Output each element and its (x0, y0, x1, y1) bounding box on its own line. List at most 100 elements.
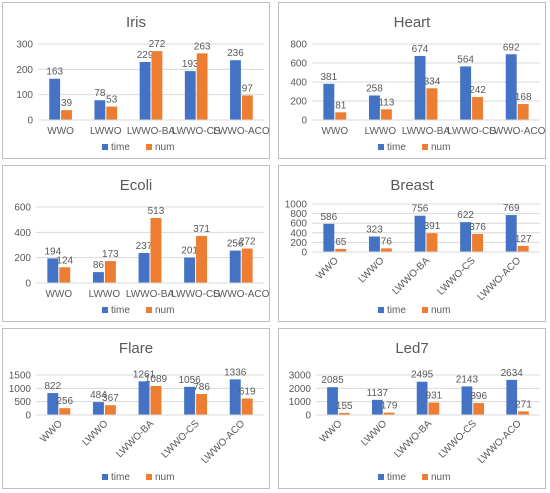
data-label: 391 (424, 221, 441, 232)
bar-num-lwwo-ba (150, 218, 162, 283)
data-label: 619 (239, 386, 256, 397)
bar-time-wwo (323, 83, 335, 120)
bar-time-lwwo-ba (138, 381, 150, 415)
chart-svg: Breast0200400600800100058665WWO32376LWWO… (278, 165, 546, 322)
bar-num-lwwo (104, 405, 116, 415)
chart-frame (278, 328, 546, 489)
x-tick-label: LWWO-BA (402, 126, 450, 137)
chart-panel-led7: Led7 0 1000 2000 3000 2085 155 WWO 1137 179 LWWO 24… (278, 328, 546, 489)
y-tick-label: 1000 (9, 384, 32, 395)
bar-num-lwwo-aco (241, 398, 253, 415)
bar-time-lwwo-ba (414, 55, 426, 120)
data-label: 1336 (224, 367, 247, 378)
bar-time-lwwo-cs (460, 66, 472, 120)
data-label: 381 (320, 72, 337, 83)
y-tick-label: 3000 (289, 371, 312, 382)
chart-frame (2, 165, 270, 322)
data-label: 229 (137, 50, 154, 61)
x-tick-label: LWWO-CS (171, 289, 220, 300)
data-label: 65 (335, 237, 347, 248)
bar-num-lwwo (106, 106, 118, 120)
bar-time-lwwo-aco (229, 250, 241, 283)
bar-time-lwwo-cs (184, 386, 196, 415)
chart-svg: Heart 0 200 400 600 800 381 81 WWO 258 113 LWWO 674 3… (278, 2, 546, 159)
bar-time-lwwo (92, 402, 104, 415)
data-label: 484 (90, 390, 107, 401)
bar-num-lwwo-aco (241, 248, 253, 283)
legend-swatch-time (378, 307, 384, 313)
chart-title: Flare (119, 340, 153, 357)
bar-time-lwwo-aco (505, 54, 517, 121)
data-label: 236 (227, 48, 244, 59)
data-label: 2495 (411, 370, 434, 381)
legend-swatch-time (378, 144, 384, 150)
chart-title: Heart (394, 14, 432, 31)
legend-label: num (155, 472, 174, 483)
bar-time-lwwo (368, 95, 380, 120)
y-tick-label: 200 (16, 65, 33, 76)
bar-num-lwwo-aco (517, 104, 529, 120)
bar-num-lwwo-aco (517, 245, 529, 252)
x-tick-label: LWWO (365, 126, 397, 137)
chart-panel-heart: Heart 0 200 400 600 800 381 81 WWO 258 113 LWWO 674 3… (278, 2, 546, 159)
legend-swatch-num (146, 307, 152, 313)
x-tick-label: LWWO-BA (126, 289, 174, 300)
data-label: 258 (366, 83, 383, 94)
bar-time-wwo (47, 258, 59, 283)
x-tick-label: LWWO-ACO (213, 289, 270, 300)
bar-num-lwwo-cs (472, 97, 484, 120)
data-label: 127 (515, 234, 532, 245)
bar-time-lwwo-ba (138, 252, 150, 283)
legend-label: num (155, 305, 174, 316)
bar-time-wwo (49, 78, 61, 120)
chart-frame (2, 2, 270, 159)
y-tick-label: 400 (290, 228, 307, 239)
chart-title: Led7 (395, 340, 428, 357)
y-tick-label: 0 (25, 279, 31, 290)
bar-num-lwwo (104, 261, 116, 283)
bar-time-wwo (327, 387, 338, 415)
data-label: 769 (503, 203, 520, 214)
bar-num-lwwo-ba (151, 51, 163, 120)
legend-swatch-time (102, 144, 108, 150)
data-label: 201 (181, 246, 198, 257)
legend-label: num (431, 142, 450, 153)
bar-time-lwwo (368, 236, 380, 252)
data-label: 272 (239, 237, 256, 248)
bar-time-lwwo-cs (460, 222, 472, 252)
data-label: 756 (412, 204, 429, 215)
bar-time-lwwo-aco (506, 379, 518, 415)
data-label: 1261 (133, 369, 156, 380)
bar-time-lwwo (371, 399, 383, 415)
x-tick-label: LWWO (89, 289, 121, 300)
legend-label: num (155, 142, 174, 153)
legend-label: time (111, 305, 130, 316)
bar-num-lwwo-cs (196, 53, 208, 120)
bar-time-lwwo-aco (229, 379, 241, 415)
y-tick-label: 600 (14, 203, 31, 214)
y-tick-label: 500 (14, 397, 31, 408)
data-label: 193 (182, 59, 199, 70)
data-label: 822 (44, 381, 61, 392)
legend-swatch-num (422, 474, 428, 480)
y-tick-label: 200 (14, 253, 31, 264)
bar-num-lwwo-ba (150, 385, 162, 415)
bar-time-lwwo (92, 272, 104, 283)
bar-num-lwwo-ba (428, 402, 440, 415)
x-tick-label: WWO (47, 126, 74, 137)
bar-time-lwwo-aco (230, 60, 241, 120)
data-label: 1089 (145, 374, 168, 385)
y-tick-label: 0 (27, 116, 33, 127)
data-label: 674 (412, 44, 429, 55)
data-label: 78 (94, 88, 106, 99)
legend-label: num (431, 305, 450, 316)
legend-swatch-time (102, 307, 108, 313)
data-label: 256 (227, 239, 244, 250)
data-label: 39 (61, 98, 73, 109)
y-tick-label: 1000 (289, 397, 312, 408)
x-tick-label: LWWO-CS (172, 126, 221, 137)
chart-panel-breast: Breast 0 200 400 600 800 1000 586 65 WWO 323 76 LWWO… (278, 165, 546, 322)
